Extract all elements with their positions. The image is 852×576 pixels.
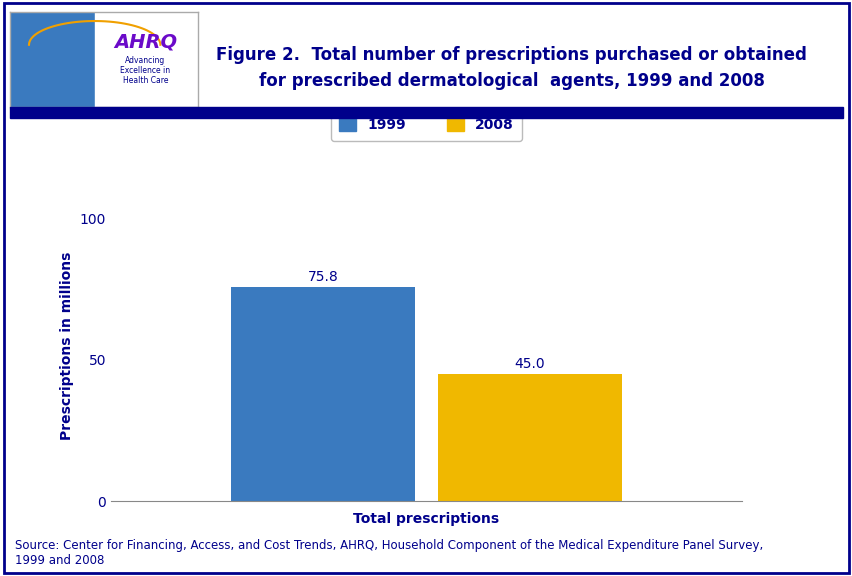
Text: 75.8: 75.8 <box>308 270 338 284</box>
Legend: 1999, 2008: 1999, 2008 <box>331 110 521 141</box>
Y-axis label: Prescriptions in millions: Prescriptions in millions <box>60 251 74 440</box>
Bar <box>231 287 415 501</box>
Text: AHRQ: AHRQ <box>113 32 176 51</box>
Bar <box>437 374 621 501</box>
Text: Figure 2.  Total number of prescriptions purchased or obtained: Figure 2. Total number of prescriptions … <box>216 46 806 64</box>
X-axis label: Total prescriptions: Total prescriptions <box>353 511 499 525</box>
Text: for prescribed dermatological  agents, 1999 and 2008: for prescribed dermatological agents, 19… <box>258 71 764 90</box>
Text: Advancing
Excellence in
Health Care: Advancing Excellence in Health Care <box>120 55 170 85</box>
Bar <box>10 12 95 107</box>
Text: Source: Center for Financing, Access, and Cost Trends, AHRQ, Household Component: Source: Center for Financing, Access, an… <box>15 539 763 567</box>
Bar <box>95 12 198 107</box>
Text: 45.0: 45.0 <box>514 357 544 371</box>
